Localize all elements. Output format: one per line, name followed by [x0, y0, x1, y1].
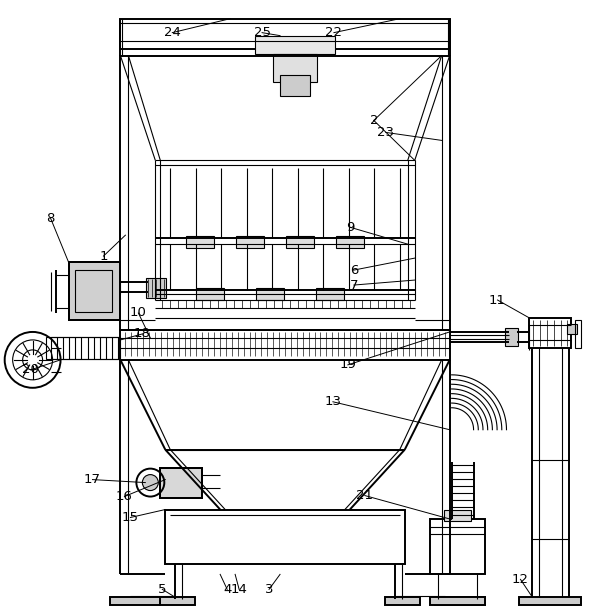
Bar	[567, 324, 577, 334]
Circle shape	[143, 474, 158, 490]
Bar	[256, 288, 284, 300]
Bar	[236, 236, 264, 248]
Text: 25: 25	[254, 26, 270, 39]
Text: 22: 22	[325, 26, 342, 39]
Bar	[336, 236, 364, 248]
Bar	[120, 18, 449, 48]
Bar	[146, 278, 166, 298]
Text: 23: 23	[378, 126, 394, 139]
Text: 9: 9	[346, 221, 354, 234]
Bar	[255, 36, 335, 53]
Text: 2: 2	[369, 114, 378, 127]
Bar	[530, 318, 571, 348]
Bar	[120, 56, 449, 330]
Text: 24: 24	[164, 26, 181, 39]
Text: 4: 4	[223, 583, 231, 596]
Bar	[286, 236, 314, 248]
Bar	[120, 330, 449, 360]
Bar	[519, 597, 581, 605]
Bar	[75, 270, 112, 312]
Text: 11: 11	[489, 294, 506, 306]
Bar	[444, 509, 471, 522]
Bar	[160, 468, 202, 498]
Text: 18: 18	[134, 327, 151, 340]
Text: 19: 19	[339, 359, 356, 371]
Bar	[68, 262, 120, 320]
Text: 20: 20	[22, 364, 39, 376]
Text: 21: 21	[356, 489, 373, 502]
Text: 6: 6	[350, 264, 358, 276]
Bar	[160, 597, 195, 605]
Bar	[575, 320, 581, 348]
Bar	[110, 597, 160, 605]
Bar	[166, 509, 405, 565]
Text: 8: 8	[47, 211, 55, 225]
Bar	[505, 328, 518, 346]
Text: 16: 16	[116, 490, 133, 503]
Bar	[68, 262, 120, 320]
Bar	[45, 337, 120, 359]
Bar	[316, 288, 344, 300]
Bar	[430, 597, 485, 605]
Bar	[435, 597, 485, 605]
Bar	[196, 288, 224, 300]
Bar	[160, 468, 202, 498]
Text: 14: 14	[231, 583, 247, 596]
Text: 17: 17	[84, 473, 101, 486]
Text: 3: 3	[265, 583, 273, 596]
Bar	[430, 519, 485, 574]
Text: 1: 1	[99, 249, 108, 262]
Text: 12: 12	[512, 573, 529, 586]
Bar	[385, 597, 420, 605]
Text: 13: 13	[325, 395, 342, 408]
Bar	[273, 53, 317, 82]
Bar	[186, 236, 214, 248]
Text: 5: 5	[158, 583, 167, 596]
Text: 10: 10	[130, 306, 147, 319]
Text: 15: 15	[122, 511, 139, 524]
Bar	[280, 75, 310, 96]
Text: 7: 7	[350, 278, 358, 292]
